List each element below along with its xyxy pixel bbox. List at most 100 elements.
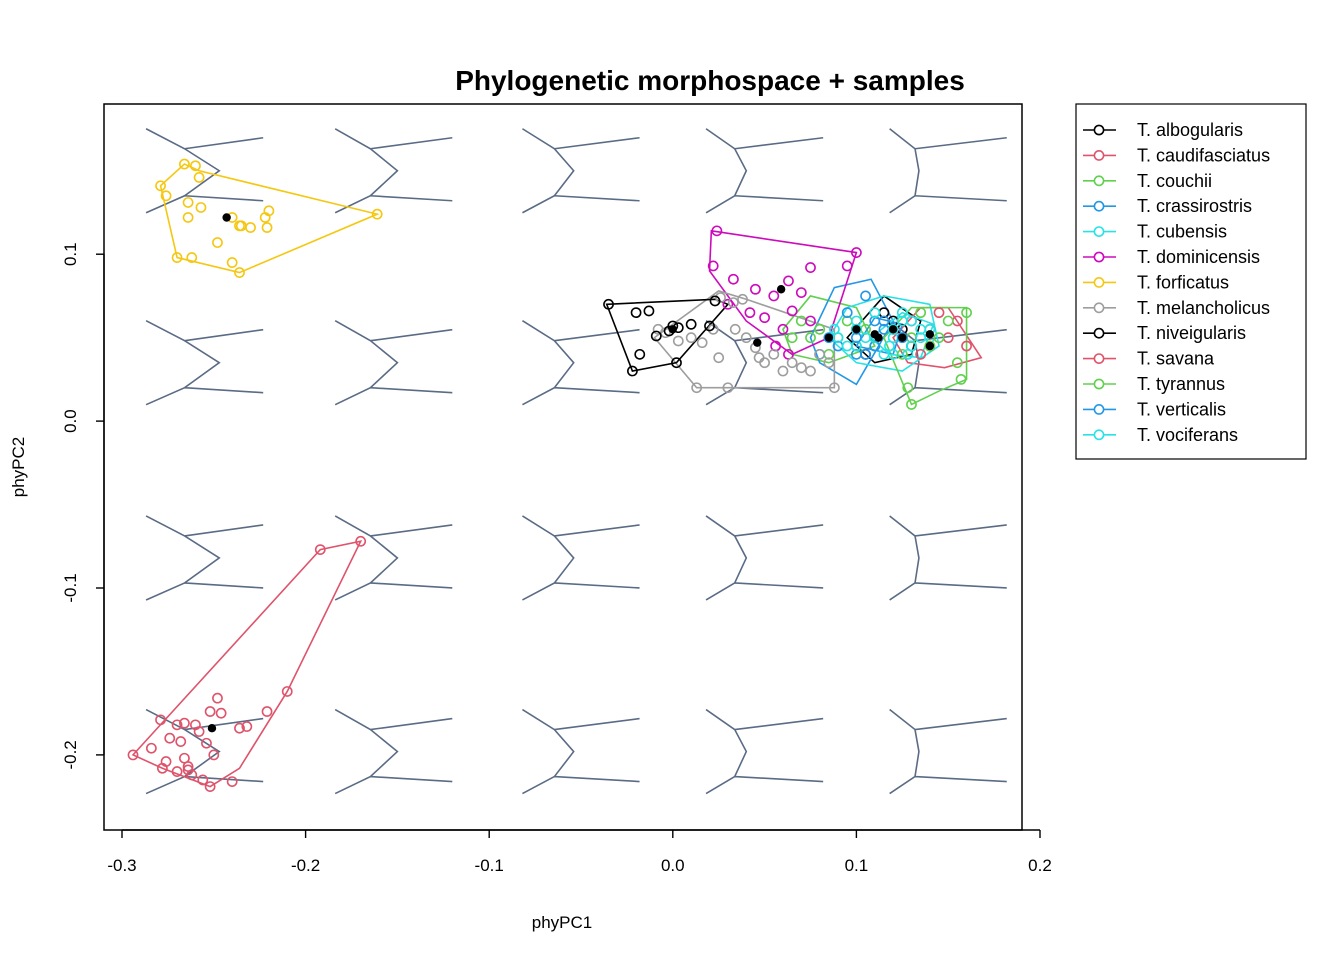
point-t-caudifasciatus-5 <box>915 348 927 360</box>
point-t-dominicensis-5 <box>783 275 794 287</box>
point-t-niveigularis-3 <box>650 330 662 342</box>
point-t-melancholicus-14 <box>786 357 798 369</box>
backdrop-shape-r3-c2 <box>522 708 640 795</box>
point-t-melancholicus-15 <box>795 362 807 374</box>
point-t-cubensis-7 <box>841 340 853 352</box>
legend-marker-t-savana <box>1093 353 1105 364</box>
point-t-forficatus-0 <box>155 180 166 192</box>
point-t-melancholicus-16 <box>805 365 816 377</box>
backdrop-shape-r2-c2 <box>522 515 640 601</box>
point-t-forficatus-9 <box>195 202 207 213</box>
legend-label-t-couchii: T. couchii <box>1137 171 1212 191</box>
mean-t-forficatus <box>222 213 231 222</box>
point-t-forficatus-19 <box>371 208 383 220</box>
point-t-tyrannus-1 <box>924 340 936 352</box>
point-t-tyrannus-10 <box>933 332 945 344</box>
point-t-savana-18 <box>204 706 216 717</box>
point-t-verticalis-1 <box>869 340 881 352</box>
point-t-melancholicus-9 <box>740 332 752 344</box>
point-t-savana-25 <box>261 706 273 717</box>
point-t-verticalis-4 <box>860 348 871 360</box>
point-t-forficatus-13 <box>245 222 256 233</box>
point-t-savana-21 <box>215 707 227 719</box>
x-axis-label: phyPC1 <box>532 913 592 932</box>
point-t-dominicensis-3 <box>750 283 761 295</box>
legend-label-t-caudifasciatus: T. caudifasciatus <box>1137 145 1270 165</box>
point-t-melancholicus-22 <box>722 382 734 394</box>
point-t-couchii-0 <box>814 323 826 335</box>
legend-label-t-tyrannus: T. tyrannus <box>1137 374 1225 394</box>
point-t-tyrannus-4 <box>955 373 967 385</box>
point-t-forficatus-20 <box>212 237 223 248</box>
backdrop-shapes <box>145 128 1007 795</box>
backdrop-shape-r1-c0 <box>145 319 264 406</box>
point-t-savana-20 <box>212 692 223 704</box>
point-t-savana-8 <box>179 717 190 729</box>
point-t-caudifasciatus-4 <box>933 307 945 319</box>
point-t-melancholicus-3 <box>685 332 697 344</box>
point-t-vociferans-6 <box>902 348 914 360</box>
legend-marker-t-vociferans <box>1093 429 1105 441</box>
point-t-savana-15 <box>197 774 209 786</box>
point-t-crassirostris-3 <box>841 307 853 319</box>
point-t-melancholicus-11 <box>759 357 770 369</box>
point-t-cubensis-9 <box>896 307 908 319</box>
point-t-forficatus-18 <box>234 267 245 278</box>
point-t-dominicensis-4 <box>768 290 780 302</box>
legend-label-t-cubensis: T. cubensis <box>1137 222 1227 242</box>
x-axis: -0.3 -0.2 -0.1 0.0 0.1 0.2 <box>107 829 1052 875</box>
point-t-dominicensis-17 <box>805 315 816 327</box>
point-t-melancholicus-20 <box>691 382 703 394</box>
mean-t-albogularis <box>888 325 898 334</box>
point-t-dominicensis-7 <box>805 262 816 273</box>
legend-marker-t-verticalis <box>1093 403 1105 415</box>
point-t-forficatus-4 <box>186 252 198 263</box>
point-t-savana-6 <box>171 719 183 731</box>
point-t-melancholicus-13 <box>777 365 789 377</box>
point-t-savana-1 <box>145 742 157 754</box>
point-t-melancholicus-6 <box>715 292 726 303</box>
mean-t-verticalis <box>874 333 883 342</box>
point-t-forficatus-6 <box>193 172 205 183</box>
point-t-tyrannus-9 <box>915 307 927 319</box>
hull-t-savana <box>131 540 363 788</box>
mean-t-savana <box>207 723 217 733</box>
mean-t-caudifasciatus <box>925 330 935 339</box>
point-t-vociferans-2 <box>896 315 908 327</box>
mean-t-dominicensis <box>776 285 786 294</box>
legend: T. albogularis T. caudifasciatus T. couchi… <box>1075 103 1307 460</box>
point-t-dominicensis-16 <box>722 298 734 310</box>
point-t-savana-29 <box>175 736 187 747</box>
point-t-niveigularis-10 <box>709 295 721 307</box>
point-t-melancholicus-5 <box>707 323 719 335</box>
hull-t-niveigularis <box>605 298 730 372</box>
legend-marker-t-forficatus <box>1093 276 1105 288</box>
backdrop-shape-r3-c1 <box>334 708 453 795</box>
point-t-melancholicus-19 <box>828 382 840 394</box>
point-t-forficatus-16 <box>263 205 275 217</box>
x-tick-label-2: -0.1 <box>475 856 504 875</box>
mean-t-niveigularis <box>668 325 677 334</box>
species-means <box>207 213 935 733</box>
point-t-melancholicus-18 <box>823 357 835 369</box>
point-t-savana-2 <box>155 714 166 726</box>
point-t-tyrannus-6 <box>902 382 914 394</box>
backdrop-shape-r0-c0 <box>145 128 264 214</box>
point-t-tyrannus-5 <box>961 307 972 319</box>
x-tick-label-3: 0.0 <box>661 856 685 875</box>
legend-marker-t-albogularis <box>1093 124 1105 136</box>
mean-t-couchii <box>824 333 834 342</box>
point-t-dominicensis-11 <box>777 323 789 335</box>
point-t-savana-0 <box>127 749 139 761</box>
point-t-tyrannus-3 <box>951 357 963 369</box>
point-t-melancholicus-23 <box>729 323 741 335</box>
point-t-savana-24 <box>241 721 253 732</box>
backdrop-shape-r2-c0 <box>145 515 264 601</box>
point-t-savana-14 <box>193 726 205 737</box>
sample-points <box>127 158 972 793</box>
point-t-forficatus-17 <box>226 257 238 268</box>
y-tick-label-0: -0.2 <box>61 740 80 769</box>
legend-marker-t-melancholicus <box>1093 302 1105 314</box>
point-t-forficatus-8 <box>182 197 194 208</box>
point-t-dominicensis-0 <box>711 225 723 237</box>
